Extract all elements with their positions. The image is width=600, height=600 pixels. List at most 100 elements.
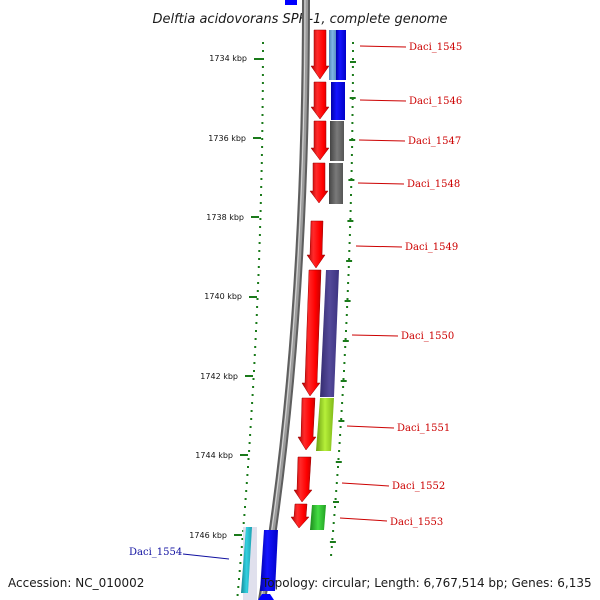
- cog-block: [241, 527, 252, 593]
- cog-block: [310, 505, 326, 530]
- ruler-dot: [350, 162, 353, 164]
- ruler-label: 1746 kbp: [189, 531, 227, 540]
- ruler-dot: [260, 154, 263, 156]
- gene-label[interactable]: Daci_1552: [392, 481, 445, 492]
- ruler-dot: [244, 506, 246, 508]
- gene-label[interactable]: Daci_1548: [407, 179, 460, 190]
- ruler-dot: [261, 66, 264, 68]
- ruler-dot: [352, 42, 354, 44]
- ruler-dot: [261, 82, 264, 84]
- gene-arrow[interactable]: [310, 120, 330, 161]
- ruler-dot: [338, 442, 341, 444]
- ruler-dot: [256, 306, 259, 308]
- ruler-dot: [350, 186, 353, 188]
- ruler-dot: [260, 162, 263, 164]
- ruler-dot: [255, 322, 258, 324]
- gene-arrow[interactable]: [297, 397, 317, 451]
- ruler-dot: [331, 538, 334, 540]
- ruler-dot: [238, 578, 240, 580]
- ruler-dot: [257, 282, 260, 284]
- ruler-dot: [347, 274, 350, 276]
- ruler-label: 1740 kbp: [204, 292, 242, 301]
- ruler-dot: [348, 234, 351, 236]
- gene-arrow[interactable]: [260, 530, 278, 591]
- ruler-dot: [253, 354, 256, 356]
- ruler-dot: [351, 106, 354, 108]
- ruler-dot: [339, 426, 342, 428]
- ruler-dot: [350, 170, 353, 172]
- ruler-dot: [344, 346, 347, 348]
- genome-backbone: [258, 0, 310, 600]
- ruler-dot: [337, 458, 340, 460]
- ruler-dot: [262, 50, 264, 52]
- gene-label[interactable]: Daci_1547: [408, 136, 461, 147]
- ruler-dot: [246, 474, 249, 476]
- gene-leaders: [182, 45, 407, 560]
- ruler-dot: [251, 402, 254, 404]
- ruler-dot: [350, 194, 352, 196]
- gene-arrow[interactable]: [290, 503, 310, 529]
- ruler-dot: [260, 186, 263, 188]
- ruler-dot: [247, 458, 250, 460]
- ruler-dot: [254, 338, 257, 340]
- ruler-label: 1734 kbp: [209, 54, 247, 63]
- ruler-label: 1736 kbp: [208, 134, 246, 143]
- ruler-dot: [348, 250, 351, 252]
- ruler-dot: [237, 586, 240, 588]
- gene-arrow[interactable]: [310, 29, 330, 80]
- ruler-dot: [259, 226, 262, 228]
- gene-label[interactable]: Daci_1554: [129, 547, 182, 558]
- ruler-dot: [243, 514, 246, 516]
- gene-arrow[interactable]: [301, 269, 322, 397]
- top-partial-gene: [285, 0, 297, 5]
- leader-line: [359, 45, 407, 48]
- ruler-dot: [351, 66, 354, 68]
- ruler-dot: [343, 370, 345, 372]
- gene-arrow[interactable]: [293, 456, 313, 503]
- ruler-dot: [257, 266, 260, 268]
- cog-block: [329, 30, 336, 80]
- ruler-dot: [261, 98, 264, 100]
- ruler-dot: [260, 170, 263, 172]
- leader-line: [357, 182, 405, 185]
- ruler-dot: [249, 434, 252, 436]
- ruler-dot: [248, 450, 251, 452]
- ruler-dot: [252, 386, 255, 388]
- ruler-dot: [240, 546, 243, 548]
- gene-label[interactable]: Daci_1545: [409, 42, 462, 53]
- ruler-dot: [262, 58, 264, 60]
- gene-label[interactable]: Daci_1551: [397, 423, 450, 434]
- ruler-dot: [342, 378, 345, 380]
- ruler-dot: [248, 442, 251, 444]
- ruler: 1734 kbp 1736 kbp 1738 kbp 1740 kbp 1742…: [189, 54, 262, 540]
- ruler-dot: [259, 218, 262, 220]
- cog-block: [330, 121, 344, 161]
- ruler-dot: [349, 218, 352, 220]
- gene-label[interactable]: Daci_1553: [390, 517, 443, 528]
- ruler-dot: [352, 58, 354, 60]
- ruler-dot: [330, 554, 333, 556]
- gene-arrow[interactable]: [306, 220, 326, 269]
- ruler-dot: [242, 522, 245, 524]
- ruler-dot: [341, 402, 344, 404]
- ruler-dot: [349, 202, 352, 204]
- cog-block: [329, 163, 343, 204]
- gene-label[interactable]: Daci_1546: [409, 96, 462, 107]
- gene-label[interactable]: Daci_1550: [401, 331, 454, 342]
- gene-arrow[interactable]: [258, 594, 274, 600]
- ruler-dot: [352, 50, 354, 52]
- ruler-dot: [339, 434, 342, 436]
- ruler-dot: [351, 82, 354, 84]
- ruler-dot: [258, 250, 261, 252]
- ruler-dot: [351, 146, 354, 148]
- gene-arrow[interactable]: [309, 162, 329, 204]
- ruler-dot: [247, 466, 249, 468]
- ruler-dot: [258, 234, 261, 236]
- ruler-dot: [250, 418, 253, 420]
- gene-label[interactable]: Daci_1549: [405, 242, 458, 253]
- ruler-dot: [344, 338, 347, 340]
- ruler-dot: [259, 210, 262, 212]
- ruler-dot: [343, 362, 346, 364]
- bottom-genes: [241, 527, 278, 600]
- gene-arrow[interactable]: [310, 81, 330, 120]
